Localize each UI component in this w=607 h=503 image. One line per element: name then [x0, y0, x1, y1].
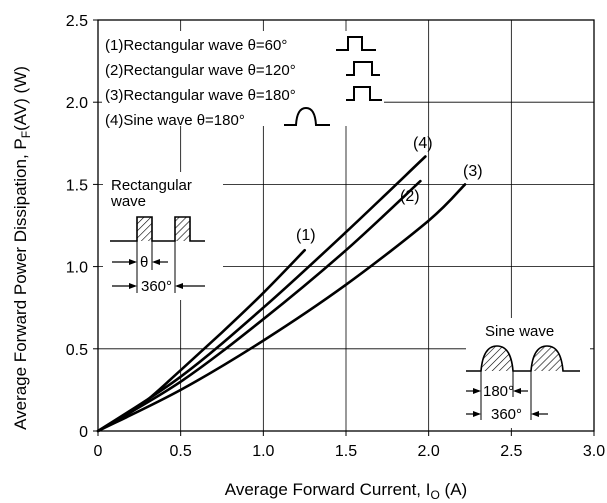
y-tick-label: 2.0	[66, 95, 88, 112]
theta-label: θ	[140, 254, 148, 271]
legend-entry-2: (2)Rectangular wave θ=120°	[105, 62, 296, 79]
y-tick-label: 1.5	[66, 177, 88, 194]
series-label-3: (3)	[463, 163, 483, 180]
x-tick-label: 0	[94, 443, 103, 460]
series-line-3	[96, 183, 467, 433]
theta-arrow-right-head	[152, 259, 160, 265]
series-label-1: (1)	[296, 227, 316, 244]
x-tick-label: 0.5	[170, 443, 192, 460]
legend-entry-4: (4)Sine wave θ=180°	[105, 112, 245, 129]
rect-inset-title: Rectangular	[111, 177, 192, 194]
sine-waveform	[466, 345, 580, 372]
rect-inset-background	[103, 172, 223, 300]
full-period-arrow-right-head	[531, 411, 539, 417]
rect-wave-120-icon	[346, 61, 380, 76]
series-lines	[96, 155, 467, 433]
rect-wave-60-icon	[336, 36, 376, 51]
period-arrow-left-head	[129, 283, 137, 289]
series-label-2: (2)	[400, 188, 420, 205]
series-line-2	[96, 179, 422, 433]
y-ticks: 0 0.5 1.0 1.5 2.0 2.5	[66, 13, 98, 441]
half-period-label: 180°	[483, 383, 514, 400]
half-period-arrow-right-head	[513, 388, 521, 394]
series-line-4	[96, 155, 427, 433]
legend-entry-3: (3)Rectangular wave θ=180°	[105, 87, 296, 104]
x-ticks: 0 0.5 1.0 1.5 2.0 2.5 3.0	[94, 431, 605, 460]
sine-wave-inset: Sine wave 180° 360°	[466, 318, 590, 428]
period-label: 360°	[141, 278, 172, 295]
theta-arrow-left-head	[129, 259, 137, 265]
sine-hump-2-hatch	[531, 346, 563, 371]
half-period-arrow-left-head	[473, 388, 481, 394]
x-tick-label: 1.0	[252, 443, 274, 460]
x-tick-label: 2.0	[418, 443, 440, 460]
y-tick-label: 1.0	[66, 260, 88, 277]
rect-wave-waveform	[110, 216, 205, 242]
x-axis-title: Average Forward Current, IO (A)	[225, 480, 467, 502]
legend-entry-1: (1)Rectangular wave θ=60°	[105, 37, 287, 54]
sine-inset-title: Sine wave	[485, 323, 554, 340]
y-tick-label: 2.5	[66, 13, 88, 30]
rect-pulse-1-hatch	[137, 217, 152, 241]
y-tick-label: 0	[79, 424, 88, 441]
rect-wave-180-icon	[346, 86, 382, 101]
sine-inset-background	[466, 318, 590, 428]
rect-pulse-2-hatch	[175, 217, 190, 241]
legend: (1)Rectangular wave θ=60° (2)Rectangular…	[102, 31, 384, 129]
legend-background	[102, 31, 384, 126]
sine-hump-1-hatch	[481, 346, 513, 371]
x-tick-label: 1.5	[335, 443, 357, 460]
period-arrow-right-head	[175, 283, 183, 289]
rectangular-wave-inset: Rectangular wave θ 360°	[103, 172, 223, 300]
y-tick-label: 0.5	[66, 342, 88, 359]
rect-inset-title-2: wave	[110, 193, 146, 210]
x-tick-label: 3.0	[583, 443, 605, 460]
x-tick-label: 2.5	[500, 443, 522, 460]
y-axis-title: Average Forward Power Dissipation, PF(AV…	[11, 66, 33, 430]
full-period-arrow-left-head	[473, 411, 481, 417]
series-label-4: (4)	[413, 135, 433, 152]
full-period-label: 360°	[491, 406, 522, 423]
sine-wave-icon	[284, 106, 330, 126]
